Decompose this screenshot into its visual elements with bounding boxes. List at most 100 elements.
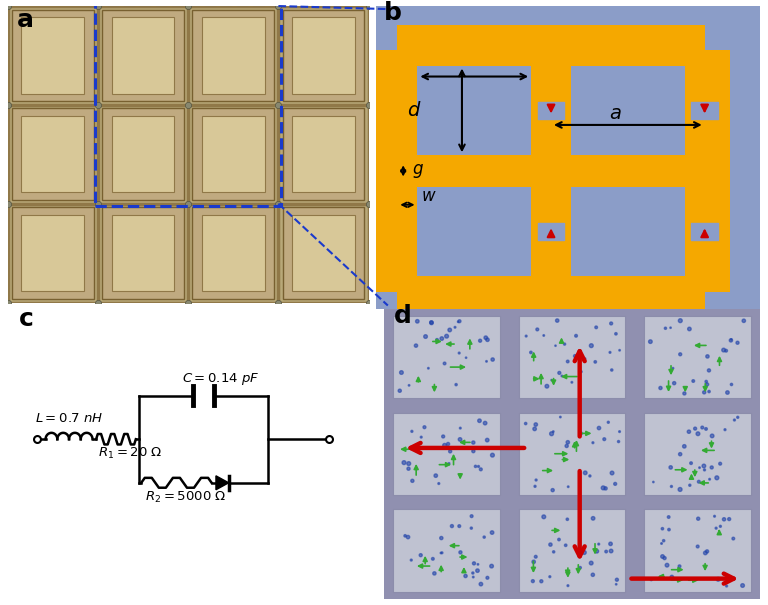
Point (699, 548, 711, 558)
Point (561, 437, 574, 447)
Bar (202, 116, 265, 192)
Point (657, 552, 669, 561)
Point (553, 535, 565, 545)
Point (530, 475, 542, 485)
Point (657, 524, 669, 534)
Point (593, 539, 605, 549)
Point (469, 462, 482, 471)
Point (474, 336, 486, 345)
Point (706, 431, 718, 440)
Bar (393, 413, 500, 495)
Point (467, 437, 479, 447)
Point (527, 577, 539, 586)
Point (654, 383, 667, 393)
Point (479, 418, 492, 428)
Point (445, 522, 458, 531)
Point (685, 459, 697, 468)
Point (415, 433, 427, 442)
Bar (393, 316, 500, 398)
Point (541, 381, 553, 391)
Text: $d$: $d$ (407, 101, 422, 120)
Point (600, 547, 612, 557)
Bar (571, 65, 685, 155)
Bar (12, 208, 94, 299)
Point (710, 473, 723, 483)
Point (442, 439, 454, 449)
Point (435, 548, 447, 558)
Point (419, 332, 432, 341)
Point (604, 539, 617, 549)
Point (579, 354, 591, 364)
Point (575, 367, 588, 376)
Point (614, 427, 626, 436)
Point (678, 442, 690, 451)
Bar (644, 413, 751, 495)
Text: $g$: $g$ (412, 162, 424, 180)
Point (737, 581, 749, 590)
Point (570, 331, 582, 341)
Point (560, 540, 572, 550)
Point (436, 548, 449, 558)
Point (444, 325, 456, 335)
Point (432, 479, 445, 488)
Bar (193, 10, 274, 101)
Bar (22, 215, 84, 291)
Point (666, 572, 678, 582)
Point (460, 353, 472, 362)
Point (406, 476, 419, 486)
Point (475, 465, 487, 474)
Point (584, 471, 596, 481)
Point (441, 332, 453, 341)
Point (698, 387, 710, 397)
Point (656, 574, 668, 583)
Point (561, 441, 573, 451)
Point (663, 525, 675, 534)
Point (544, 572, 556, 581)
Point (454, 434, 466, 444)
Point (453, 348, 465, 358)
Bar (12, 10, 94, 101)
Point (467, 572, 479, 582)
Point (449, 322, 461, 332)
Point (422, 364, 435, 373)
Point (482, 335, 494, 345)
Point (398, 458, 410, 468)
Bar (95, 4, 281, 206)
Point (406, 427, 418, 436)
Bar (12, 108, 94, 200)
Bar (202, 18, 265, 94)
Point (725, 379, 737, 389)
Point (450, 380, 462, 390)
Point (710, 523, 722, 533)
Point (725, 335, 737, 344)
Point (585, 341, 598, 350)
Point (549, 341, 561, 350)
Point (472, 462, 485, 471)
Point (706, 463, 718, 473)
Bar (102, 10, 184, 101)
Bar (111, 18, 174, 94)
Point (553, 368, 565, 378)
Point (547, 485, 559, 495)
Point (692, 429, 704, 439)
Text: $R_1 = 20\ \Omega$: $R_1 = 20\ \Omega$ (98, 446, 162, 462)
Point (602, 417, 614, 427)
Point (667, 364, 679, 373)
Point (609, 479, 621, 489)
Point (394, 386, 406, 396)
Point (708, 511, 720, 521)
Point (473, 416, 485, 425)
Point (683, 427, 695, 437)
Point (482, 573, 494, 583)
Point (691, 541, 703, 551)
Point (444, 446, 456, 456)
Point (589, 357, 601, 367)
Point (606, 468, 618, 478)
Point (678, 388, 690, 398)
Point (665, 482, 677, 491)
Point (485, 561, 498, 571)
Point (712, 575, 724, 584)
Point (610, 580, 622, 589)
Point (465, 523, 478, 533)
Point (661, 560, 674, 570)
